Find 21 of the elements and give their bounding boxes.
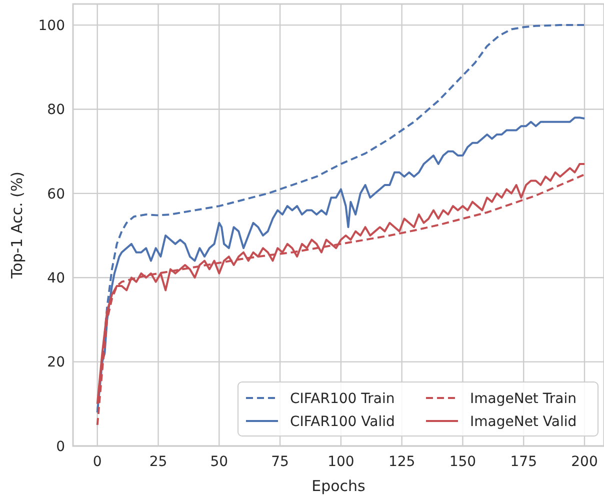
legend-label: CIFAR100 Train xyxy=(290,390,395,407)
x-tick-label: 175 xyxy=(510,454,537,470)
x-tick-label: 0 xyxy=(92,454,102,470)
y-tick-label: 0 xyxy=(56,438,65,455)
legend-label: ImageNet Train xyxy=(470,390,576,407)
x-tick-label: 100 xyxy=(328,454,354,470)
x-tick-label: 125 xyxy=(388,454,416,470)
x-tick-label: 75 xyxy=(271,454,289,470)
x-tick-label: 150 xyxy=(449,454,476,470)
y-tick-label: 20 xyxy=(47,354,65,371)
x-tick-label: 25 xyxy=(149,454,168,470)
legend-label: ImageNet Valid xyxy=(470,414,577,430)
x-tick-label: 50 xyxy=(210,454,228,470)
y-tick-label: 40 xyxy=(47,270,65,287)
x-tick-label: 200 xyxy=(571,454,598,470)
legend-label: CIFAR100 Valid xyxy=(290,414,395,430)
y-tick-label: 100 xyxy=(38,18,65,34)
y-axis-title: Top-1 Acc. (%) xyxy=(8,171,26,280)
x-axis-title: Epochs xyxy=(312,477,366,495)
y-tick-label: 80 xyxy=(47,102,65,118)
y-tick-label: 60 xyxy=(47,186,65,202)
